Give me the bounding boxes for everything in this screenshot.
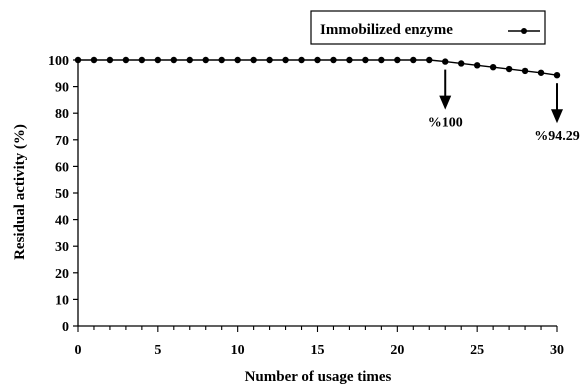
y-tick-label: 10 [55, 293, 69, 308]
data-point [187, 57, 193, 63]
data-point [522, 68, 528, 74]
data-point [314, 57, 320, 63]
annotation-label: %94.29 [534, 129, 580, 144]
annotation-label: %100 [428, 116, 463, 131]
data-point [219, 57, 225, 63]
data-point [474, 62, 480, 68]
legend-label: Immobilized enzyme [320, 22, 453, 38]
x-axis-label: Number of usage times [245, 369, 392, 385]
annotation-arrowhead [551, 109, 563, 123]
y-axis-label: Residual activity (%) [12, 124, 28, 260]
data-point [554, 72, 560, 78]
data-point [75, 57, 81, 63]
data-point [171, 57, 177, 63]
y-tick-label: 40 [55, 214, 69, 229]
annotation-arrowhead [439, 96, 451, 110]
data-point [346, 57, 352, 63]
data-point [107, 57, 113, 63]
data-point [123, 57, 129, 63]
annotation-layer: %100 %94.29 [428, 70, 580, 145]
y-tick-label: 100 [48, 54, 69, 69]
data-point [410, 57, 416, 63]
data-point [139, 57, 145, 63]
data-point [330, 57, 336, 63]
x-tick-label: 20 [390, 343, 404, 358]
legend: Immobilized enzyme [311, 11, 545, 44]
data-point [155, 57, 161, 63]
x-tick-label: 0 [75, 343, 82, 358]
data-point [282, 57, 288, 63]
x-tick-label: 25 [470, 343, 484, 358]
data-point [362, 57, 368, 63]
y-tick-label: 60 [55, 160, 69, 175]
series-layer [75, 57, 560, 79]
data-point [538, 70, 544, 76]
y-tick-label: 80 [55, 107, 69, 122]
data-point [234, 57, 240, 63]
x-tick-label: 10 [231, 343, 245, 358]
data-point [394, 57, 400, 63]
data-point [426, 57, 432, 63]
x-tick-label: 15 [311, 343, 325, 358]
data-point [203, 57, 209, 63]
x-tick-label: 5 [154, 343, 161, 358]
data-point [298, 57, 304, 63]
y-tick-label: 20 [55, 267, 69, 282]
data-point [506, 66, 512, 72]
y-tick-label: 50 [55, 187, 69, 202]
data-point [266, 57, 272, 63]
data-point [442, 58, 448, 64]
data-point [458, 60, 464, 66]
y-tick-label: 0 [62, 320, 69, 335]
data-point [490, 64, 496, 70]
legend-marker-swatch [521, 28, 527, 34]
y-tick-label: 90 [55, 81, 69, 96]
data-point [250, 57, 256, 63]
x-tick-label: 30 [550, 343, 564, 358]
data-point [378, 57, 384, 63]
data-point [91, 57, 97, 63]
y-tick-label: 70 [55, 134, 69, 149]
y-tick-label: 30 [55, 240, 69, 255]
axes: 0 10 20 30 40 50 60 70 80 90 100 0 5 10 15 20 25 30 [48, 54, 564, 358]
